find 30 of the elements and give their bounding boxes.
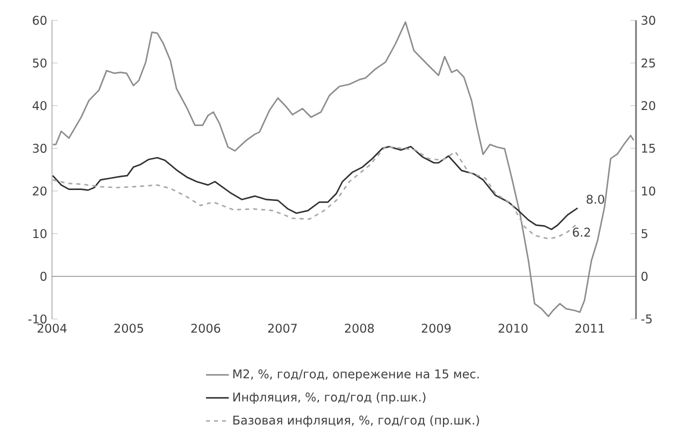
y-tick-label: 30 <box>32 144 46 153</box>
legend-label: Базовая инфляция, %, год/год (пр.шк.) <box>233 415 480 427</box>
x-tick-label: 2006 <box>191 324 220 333</box>
y-tick-label: 60 <box>32 16 46 25</box>
y-tick-label: 10 <box>33 229 46 238</box>
y-tick-label: -10 <box>28 314 46 324</box>
y2-tick-label: 0 <box>642 272 648 281</box>
x-tick-label: 2008 <box>344 324 374 333</box>
legend-label: М2, %, год/год, опережение на 15 мес. <box>233 369 479 381</box>
y2-tick-label: 20 <box>642 101 656 110</box>
y-tick-label: 20 <box>32 186 46 196</box>
y2-tick-label: -5 <box>641 314 652 324</box>
annotation: 8.0 <box>586 194 604 204</box>
y2-tick-label: 5 <box>642 229 648 238</box>
y-tick-label: 40 <box>32 101 46 110</box>
x-tick-label: 2007 <box>268 324 297 333</box>
y-tick-label: 0 <box>40 272 46 281</box>
x-tick-label: 2009 <box>422 324 451 333</box>
x-tick-label: 2011 <box>576 324 604 333</box>
line-series <box>52 21 634 318</box>
x-tick-label: 2010 <box>498 324 528 333</box>
x-tick-label: 2005 <box>114 324 144 333</box>
y2-tick-label: 10 <box>642 186 656 196</box>
legend-label: Инфляция, %, год/год (пр.шк.) <box>233 392 426 404</box>
x-tick-label: 2004 <box>38 324 67 333</box>
y-tick-label: 50 <box>32 58 46 68</box>
annotation: 6.2 <box>572 228 590 237</box>
y2-tick-label: 30 <box>642 16 656 25</box>
y2-tick-label: 25 <box>642 58 655 68</box>
y2-tick-label: 15 <box>642 144 655 153</box>
